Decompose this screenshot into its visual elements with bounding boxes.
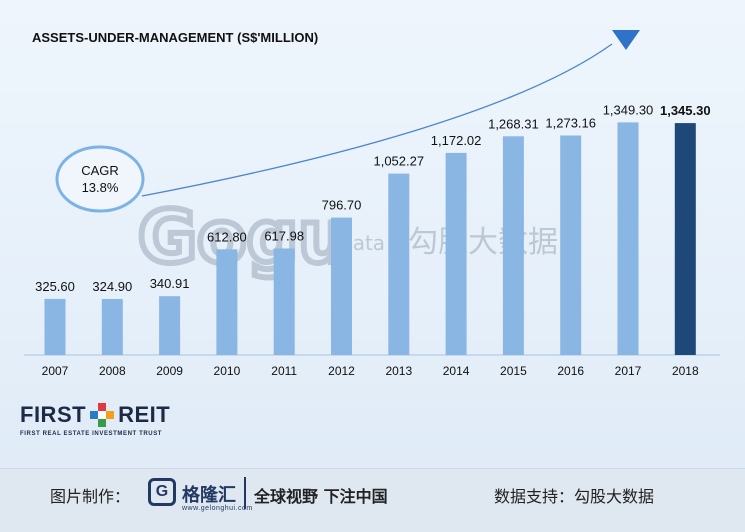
value-label-2008: 324.90 [92, 279, 132, 294]
chart-title: ASSETS-UNDER-MANAGEMENT (S$'MILLION) [32, 30, 318, 45]
bar-2018 [674, 123, 696, 355]
bar-2010 [216, 249, 238, 355]
bar-2017 [617, 122, 639, 356]
cagr-circle [55, 145, 145, 213]
brand-tagline: FIRST REAL ESTATE INVESTMENT TRUST [20, 431, 163, 437]
bar-2013 [388, 173, 410, 355]
bar-2016 [560, 135, 582, 355]
value-label-2007: 325.60 [35, 279, 75, 294]
footer-divider [244, 477, 246, 509]
footer-brand: 格隆汇 [182, 485, 236, 506]
x-tick-2009: 2009 [156, 364, 183, 378]
value-label-2013: 1,052.27 [373, 154, 424, 169]
watermark: Gogu data 勾股大数据 [135, 192, 558, 282]
value-label-2012: 796.70 [322, 198, 362, 213]
value-label-2016: 1,273.16 [545, 116, 596, 131]
trend-arrowhead [612, 30, 640, 50]
bar-2015 [502, 136, 524, 355]
footer-brand-url: www.gelonghui.com [182, 505, 253, 512]
chart: ASSETS-UNDER-MANAGEMENT (S$'MILLION) Gog… [24, 30, 720, 378]
value-label-2017: 1,349.30 [603, 102, 654, 117]
footer-slogan: 全球视野 下注中国 [254, 487, 388, 506]
footer-data-source: 数据支持：勾股大数据 [494, 487, 655, 506]
bar-2011 [273, 248, 295, 355]
bar-2007 [44, 298, 66, 355]
first-reit-logo: FIRST REIT FIRST REAL ESTATE INVESTMENT … [20, 402, 170, 437]
value-label-2018: 1,345.30 [660, 103, 711, 118]
x-tick-2012: 2012 [328, 364, 355, 378]
x-tick-2016: 2016 [557, 364, 584, 378]
x-tick-2018: 2018 [672, 364, 699, 378]
x-tick-2013: 2013 [385, 364, 412, 378]
bar-2012 [331, 217, 352, 355]
footer: 图片制作： G 格隆汇 www.gelonghui.com 全球视野 下注中国 … [0, 468, 745, 532]
value-label-2014: 1,172.02 [431, 133, 482, 148]
value-labels: 325.60 324.90 340.91 612.80 617.98 796.70 1,05… [35, 102, 710, 294]
bar-2008 [101, 299, 123, 355]
x-tick-2017: 2017 [615, 364, 642, 378]
x-tick-2007: 2007 [42, 364, 69, 378]
watermark-logo: Gogu [138, 195, 349, 279]
value-label-2010: 612.80 [207, 229, 247, 244]
value-label-2011: 617.98 [264, 229, 304, 244]
x-tick-2008: 2008 [99, 364, 126, 378]
brand-word-reit: REIT [118, 402, 171, 427]
bar-2009 [159, 296, 181, 355]
x-tick-2015: 2015 [500, 364, 527, 378]
cagr-label: CAGR [81, 163, 119, 178]
cagr-value: 13.8% [82, 180, 119, 195]
bar-2014 [445, 152, 467, 355]
x-tick-2011: 2011 [271, 364, 297, 378]
x-tick-2010: 2010 [214, 364, 241, 378]
footer-label: 图片制作： [50, 487, 131, 506]
value-label-2009: 340.91 [150, 276, 190, 291]
watermark-cn: 勾股大数据 [408, 225, 558, 260]
brand-word-first: FIRST [20, 402, 87, 427]
x-tick-labels: 2007 2008 2009 2010 2011 2012 2013 2014 2015 2016… [42, 364, 699, 378]
bars [44, 122, 696, 356]
value-label-2015: 1,268.31 [488, 116, 539, 131]
brand-cross-icon [90, 403, 115, 427]
gelonghui-logo-icon: G [148, 478, 176, 506]
trend-line [141, 43, 613, 197]
x-tick-2014: 2014 [443, 364, 470, 378]
